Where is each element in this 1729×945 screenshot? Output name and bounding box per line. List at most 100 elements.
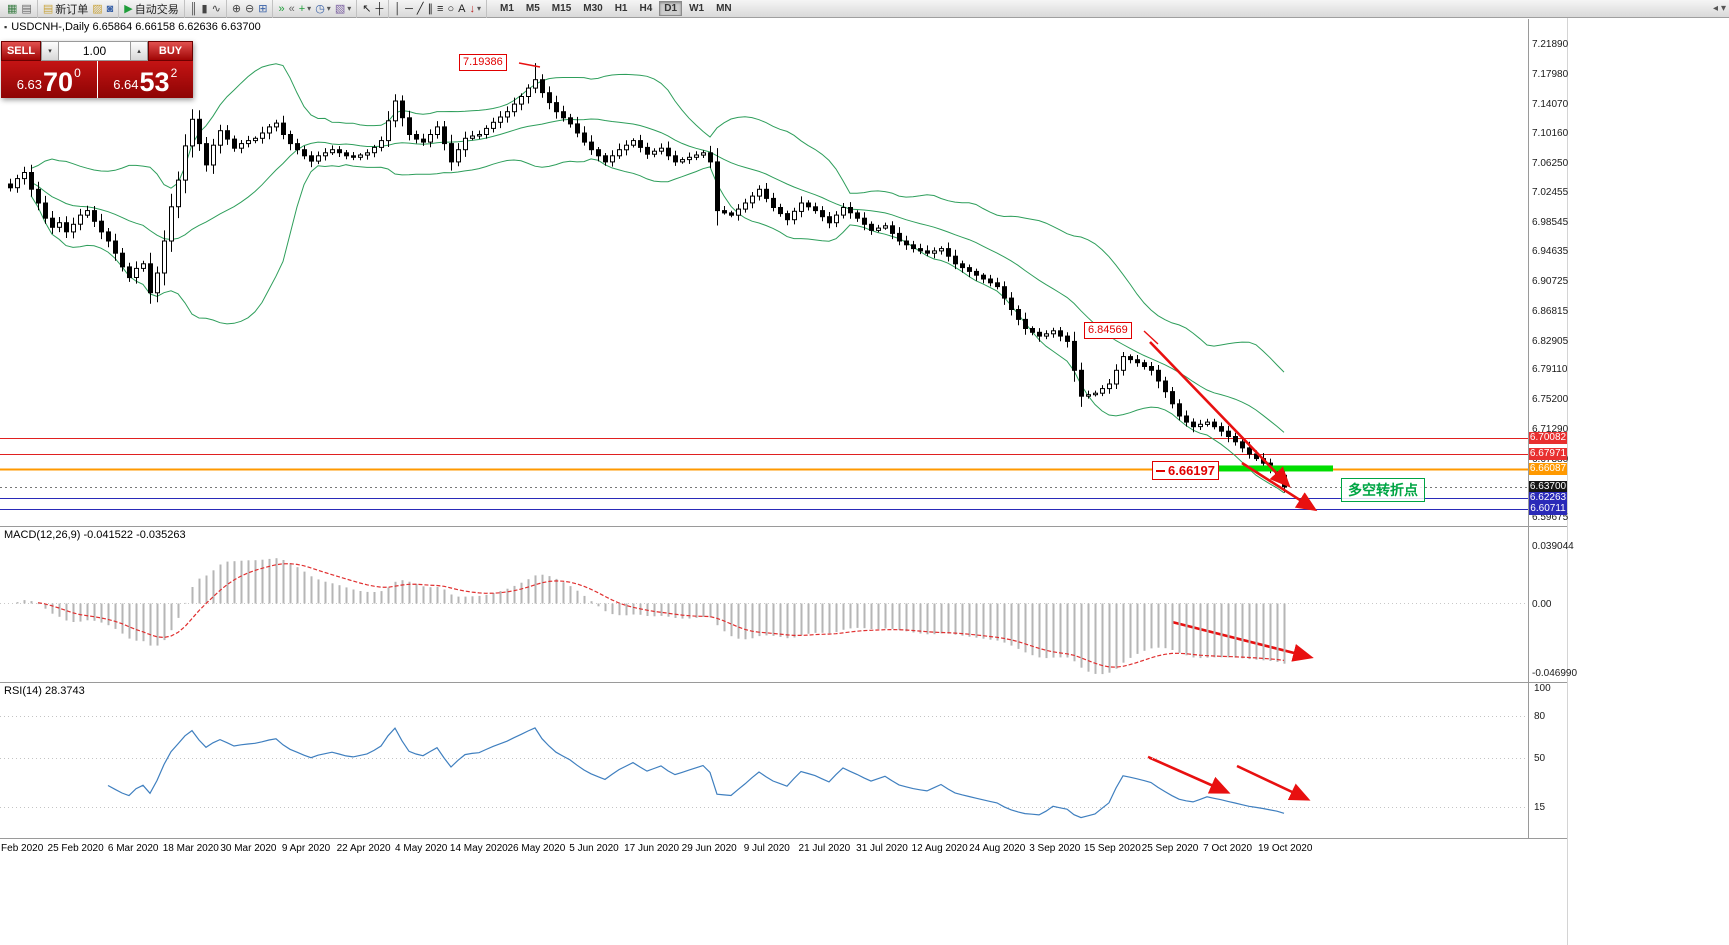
candle-body: [589, 141, 594, 151]
ask-price-prefix: 6.64: [113, 77, 139, 92]
candle-body: [323, 152, 328, 157]
candle-body: [498, 116, 503, 123]
new-order-label: 新订单: [55, 3, 89, 16]
window-menu-button[interactable]: ▤: [19, 1, 33, 17]
candle-body: [582, 132, 587, 143]
chart-canvas[interactable]: [0, 0, 1568, 945]
auto-scroll-button[interactable]: »: [276, 1, 286, 17]
chart-title-text: USDCNH-,Daily 6.65864 6.66158 6.62636 6.…: [11, 21, 261, 33]
candles-layer: [8, 63, 1287, 493]
periods-button[interactable]: ◷ ▾: [313, 1, 333, 17]
indicators-dropdown-icon[interactable]: ▾: [307, 4, 312, 13]
bar-chart-button[interactable]: ║: [188, 1, 200, 17]
sell-button[interactable]: SELL: [1, 41, 41, 61]
arrow-objects-dropdown-icon[interactable]: ▾: [476, 4, 481, 13]
candle-body: [610, 155, 615, 163]
vertical-line-button[interactable]: │: [392, 1, 403, 17]
candle-body: [1065, 335, 1070, 342]
buy-button[interactable]: BUY: [148, 41, 193, 61]
ask-price-display[interactable]: 6.64 53 2: [97, 61, 193, 98]
volume-decrease-button[interactable]: ▾: [41, 41, 59, 61]
candle-body: [960, 263, 965, 269]
zoom-out-button[interactable]: ⊖: [243, 1, 256, 17]
bar-chart-icon: ║: [189, 2, 198, 15]
candle-body: [820, 210, 825, 218]
candle-body: [701, 152, 706, 156]
fibonacci-button[interactable]: ≡: [435, 1, 445, 17]
indicators-button[interactable]: + ▾: [297, 1, 313, 17]
candle-body: [302, 149, 307, 157]
candle-body: [169, 206, 174, 242]
zoom-out-icon: ⊖: [245, 2, 255, 15]
chart-window-button[interactable]: ▦: [5, 1, 19, 17]
candle-body: [813, 206, 818, 212]
timeframe-w1-button[interactable]: W1: [684, 1, 709, 16]
chart-shift-button[interactable]: «: [287, 1, 297, 17]
candle-body: [155, 272, 160, 294]
volume-input[interactable]: [59, 41, 130, 61]
line-chart-button[interactable]: ∿: [210, 1, 223, 17]
candle-body: [1247, 447, 1252, 455]
charts-button[interactable]: ▨: [90, 1, 104, 17]
candle-body: [1128, 356, 1133, 361]
candle-body: [673, 155, 678, 163]
templates-button[interactable]: ▧ ▾: [333, 1, 353, 17]
crosshair-icon: ┼: [375, 2, 384, 15]
zoom-in-button[interactable]: ⊕: [230, 1, 243, 17]
horizontal-line-button[interactable]: ─: [403, 1, 415, 17]
periods-dropdown-icon[interactable]: ▾: [326, 4, 331, 13]
candle-body: [687, 156, 692, 161]
candle-body: [8, 183, 13, 189]
arrow-objects-button[interactable]: ↓ ▾: [467, 1, 483, 17]
timeframe-h4-button[interactable]: H4: [635, 1, 658, 16]
timeframe-mn-button[interactable]: MN: [711, 1, 737, 16]
trend-arrow[interactable]: [1147, 755, 1231, 794]
candle-body: [834, 214, 839, 224]
cursor-button[interactable]: ↖: [360, 1, 373, 17]
tile-windows-button[interactable]: ⊞: [256, 1, 269, 17]
equidistant-channel-button[interactable]: ∥: [426, 1, 436, 17]
candle-body: [624, 144, 629, 151]
crosshair-button[interactable]: ┼: [373, 1, 385, 17]
autotrading-label: 自动交易: [134, 3, 179, 16]
autotrading-button[interactable]: ▶ 自动交易: [122, 1, 180, 17]
templates-dropdown-icon[interactable]: ▾: [347, 4, 352, 13]
candle-body: [1226, 430, 1231, 438]
new-order-button[interactable]: ▤ 新订单: [41, 1, 90, 17]
candlestick-chart-button[interactable]: ▮: [200, 1, 210, 17]
trend-arrow[interactable]: [1149, 341, 1291, 488]
candle-body: [484, 127, 489, 135]
timeframe-m1-button[interactable]: M1: [495, 1, 519, 16]
timeframe-m5-button[interactable]: M5: [521, 1, 545, 16]
candle-body: [694, 154, 699, 158]
periods-icon: ◷: [315, 2, 325, 15]
chart-window-icon: ▪: [4, 22, 8, 32]
timeframe-h1-button[interactable]: H1: [610, 1, 633, 16]
timeframe-m30-button[interactable]: M30: [578, 1, 607, 16]
candle-body: [456, 149, 461, 163]
toolbar-menu-icon[interactable]: ▾: [1720, 3, 1726, 14]
text-label-button[interactable]: A: [456, 1, 467, 17]
trend-arrow[interactable]: [1241, 461, 1318, 512]
candle-body: [1205, 421, 1210, 425]
timeframe-d1-button[interactable]: D1: [659, 1, 683, 16]
trade-controls-row: SELL ▾ ▴ BUY: [1, 41, 193, 61]
toolbar-dock-icon[interactable]: ◂: [1712, 3, 1718, 14]
shapes-button[interactable]: ○: [445, 1, 456, 17]
profiles-button[interactable]: ◙: [105, 1, 116, 17]
trend-arrow[interactable]: [1171, 620, 1314, 662]
candle-body: [477, 134, 482, 137]
arrow-objects-icon: ↓: [469, 2, 475, 15]
candle-body: [911, 244, 916, 250]
candle-body: [407, 117, 412, 136]
candle-body: [148, 263, 153, 294]
trendline-button[interactable]: ╱: [415, 1, 426, 17]
trend-arrow[interactable]: [1236, 764, 1311, 801]
bid-price-display[interactable]: 6.63 70 0: [1, 61, 97, 98]
candle-body: [386, 120, 391, 142]
candle-body: [645, 146, 650, 155]
candle-body: [246, 140, 251, 145]
volume-increase-button[interactable]: ▴: [130, 41, 148, 61]
timeframe-m15-button[interactable]: M15: [547, 1, 576, 16]
